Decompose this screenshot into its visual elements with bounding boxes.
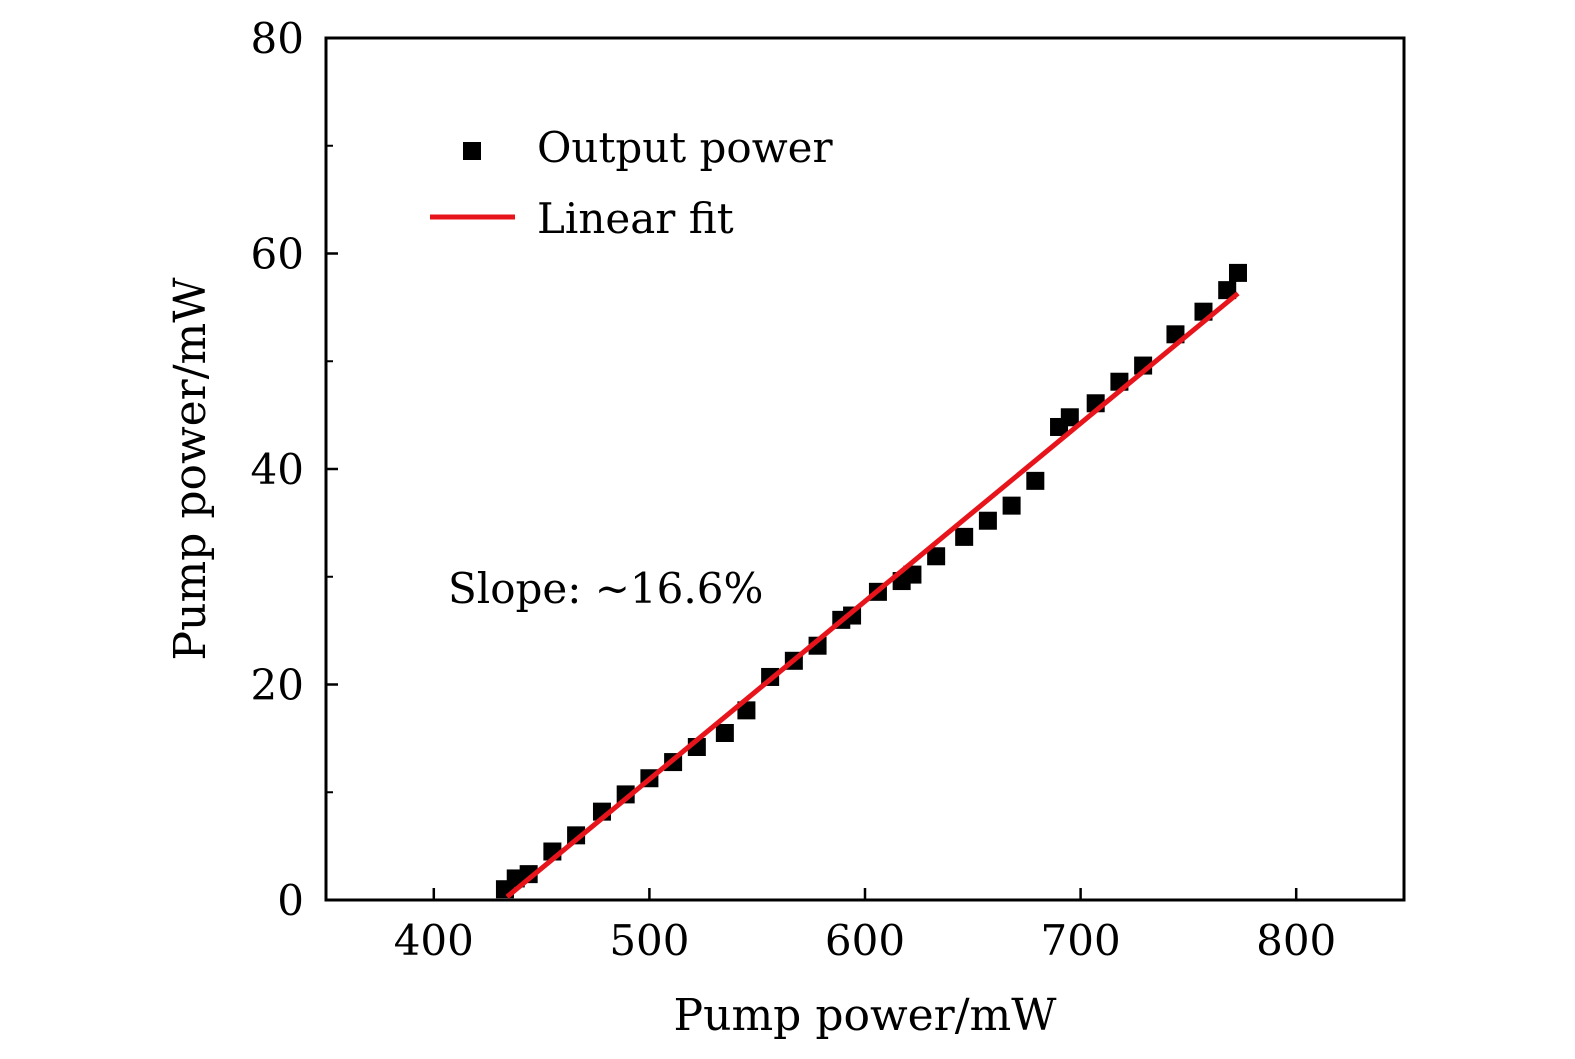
output-power-point <box>567 826 586 845</box>
x-tick-label: 800 <box>1256 916 1336 965</box>
y-tick-label: 0 <box>277 876 304 925</box>
output-power-point <box>1228 263 1247 282</box>
legend: Output power Linear fit <box>430 123 834 243</box>
linear-fit-line <box>505 291 1240 899</box>
y-tick-label: 20 <box>251 661 304 710</box>
plot-frame <box>324 36 1406 902</box>
x-tick-label: 500 <box>609 916 689 965</box>
output-power-point <box>1026 471 1045 490</box>
x-tick-label: 400 <box>394 916 474 965</box>
output-power-point <box>903 565 922 584</box>
output-power-point <box>1002 496 1021 515</box>
output-power-point <box>519 865 538 884</box>
y-tick-label: 80 <box>251 14 304 63</box>
output-power-point <box>1060 408 1079 427</box>
slope-annotation: Slope: ~16.6% <box>448 564 763 613</box>
output-power-point <box>978 511 997 530</box>
x-axis-label: Pump power/mW <box>674 990 1058 1041</box>
output-power-point <box>715 723 734 742</box>
fit-layer <box>505 291 1240 899</box>
legend-marker-output-power <box>463 142 481 160</box>
output-power-point <box>616 785 635 804</box>
y-axis-label: Pump power/mW <box>165 277 216 661</box>
x-tick-label: 700 <box>1041 916 1121 965</box>
x-tick-label: 600 <box>825 916 905 965</box>
y-tick-label: 40 <box>251 445 304 494</box>
output-power-point <box>955 527 974 546</box>
legend-label-output-power: Output power <box>537 123 834 172</box>
output-power-point <box>927 547 946 566</box>
x-axis-ticks: 400 500 600 700 800 <box>394 888 1336 965</box>
output-power-point <box>1218 281 1237 300</box>
legend-label-linear-fit: Linear fit <box>537 194 734 243</box>
y-axis-ticks: 0 20 40 60 80 <box>251 14 338 925</box>
y-tick-label: 60 <box>251 230 304 279</box>
